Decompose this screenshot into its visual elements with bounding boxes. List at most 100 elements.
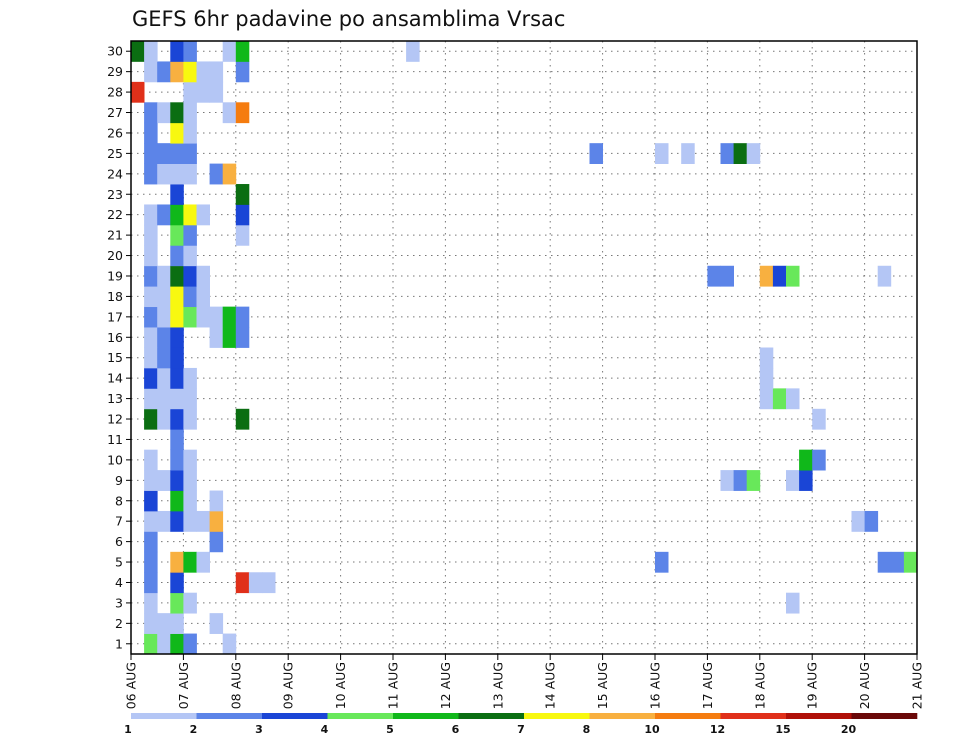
heatmap-cell <box>209 531 224 553</box>
heatmap-cell <box>209 510 224 532</box>
heatmap-cell <box>170 367 184 389</box>
heatmap-cell <box>144 204 158 226</box>
heatmap-cell <box>157 204 171 226</box>
heatmap-cell <box>183 61 197 83</box>
heatmap-cell <box>812 449 826 471</box>
heatmap-cell <box>183 551 197 573</box>
heatmap-cell <box>183 490 197 512</box>
heatmap-cell <box>144 245 158 267</box>
colorbar-label: 20 <box>841 723 857 736</box>
x-tick-label: 18 AUG <box>752 662 767 709</box>
heatmap-cell <box>759 388 774 410</box>
heatmap-cell <box>170 61 184 83</box>
heatmap-cell <box>183 224 197 246</box>
heatmap-cell <box>144 286 158 308</box>
heatmap-cell <box>681 143 695 164</box>
heatmap-cell <box>170 429 184 451</box>
y-tick-label: 23 <box>107 187 123 202</box>
heatmap-cell <box>170 306 184 328</box>
heatmap-cell <box>222 102 237 124</box>
heatmap-cell <box>209 81 224 103</box>
colorbar-label: 8 <box>583 723 591 736</box>
heatmap-cell <box>170 388 184 410</box>
heatmap-cell <box>209 306 224 328</box>
heatmap-cell <box>196 81 210 103</box>
heatmap-cell <box>157 367 171 389</box>
heatmap-cell <box>183 41 197 62</box>
y-tick-label: 19 <box>107 268 123 283</box>
heatmap-cell <box>733 470 748 491</box>
x-tick-label: 09 AUG <box>281 662 296 709</box>
heatmap-cell <box>170 347 184 369</box>
heatmap-cell <box>183 470 197 491</box>
y-tick-label: 7 <box>115 514 123 529</box>
x-tick-label: 12 AUG <box>438 662 453 709</box>
colorbar-label: 15 <box>775 723 790 736</box>
heatmap-cell <box>772 265 787 287</box>
heatmap-cell <box>157 347 171 369</box>
heatmap-cell <box>144 306 158 328</box>
y-tick-label: 9 <box>115 473 123 488</box>
heatmap-cell <box>144 490 158 512</box>
y-tick-label: 20 <box>107 248 123 263</box>
heatmap-cell <box>222 633 237 655</box>
heatmap-cell <box>235 41 250 62</box>
heatmap-cell <box>183 143 197 164</box>
heatmap-cell <box>759 347 774 369</box>
colorbar-label: 6 <box>452 723 460 736</box>
heatmap-cell <box>170 286 184 308</box>
heatmap-cell <box>759 265 774 287</box>
heatmap-cell <box>655 551 669 573</box>
y-tick-label: 30 <box>107 44 123 59</box>
heatmap-cell <box>144 551 158 573</box>
heatmap-cell <box>209 613 224 634</box>
heatmap-cell <box>170 143 184 164</box>
heatmap-cell <box>209 327 224 348</box>
colorbar-swatch <box>524 713 590 719</box>
heatmap-cell <box>196 306 210 328</box>
heatmap-cell <box>144 367 158 389</box>
heatmap-cell <box>759 367 774 389</box>
heatmap-cell <box>786 265 800 287</box>
y-tick-label: 4 <box>115 575 123 590</box>
heatmap-cell <box>157 265 171 287</box>
heatmap-cell <box>144 633 158 655</box>
heatmap-cell <box>196 204 210 226</box>
heatmap-cell <box>235 224 250 246</box>
heatmap-cell <box>655 143 669 164</box>
heatmap-cell <box>222 306 237 328</box>
y-tick-label: 5 <box>115 555 123 570</box>
heatmap-cell <box>170 122 184 144</box>
heatmap-cell <box>222 327 237 348</box>
heatmap-cell <box>799 470 813 491</box>
heatmap-cell <box>144 449 158 471</box>
heatmap-cell <box>720 143 734 164</box>
colorbar-swatch <box>786 713 852 719</box>
colorbar-label: 1 <box>124 723 132 736</box>
y-tick-label: 6 <box>115 534 123 549</box>
heatmap-cell <box>183 204 197 226</box>
heatmap-cell <box>170 572 184 594</box>
y-tick-label: 8 <box>115 493 123 508</box>
heatmap-cell <box>183 510 197 532</box>
heatmap-cell <box>209 61 224 83</box>
heatmap-cell <box>157 613 171 634</box>
heatmap-cell <box>196 265 210 287</box>
y-tick-label: 29 <box>107 64 123 79</box>
heatmap-cell <box>786 592 800 614</box>
x-tick-label: 11 AUG <box>386 662 401 709</box>
heatmap-cell <box>144 613 158 634</box>
heatmap-cell <box>157 470 171 491</box>
x-tick-label: 17 AUG <box>700 662 715 709</box>
heatmap-cell <box>235 184 250 205</box>
heatmap-cell <box>235 102 250 124</box>
y-tick-label: 10 <box>107 452 123 467</box>
heatmap-cell <box>746 470 761 491</box>
x-axis-ticks: 06 AUG 07 AUG 08 AUG 09 AUG 10 AUG 11 AUG 12 A… <box>124 654 925 709</box>
heatmap-cell <box>170 470 184 491</box>
colorbar-swatch <box>589 713 656 719</box>
heatmap-cell <box>209 490 224 512</box>
heatmap-cell <box>235 572 250 594</box>
heatmap-cells <box>131 41 918 655</box>
